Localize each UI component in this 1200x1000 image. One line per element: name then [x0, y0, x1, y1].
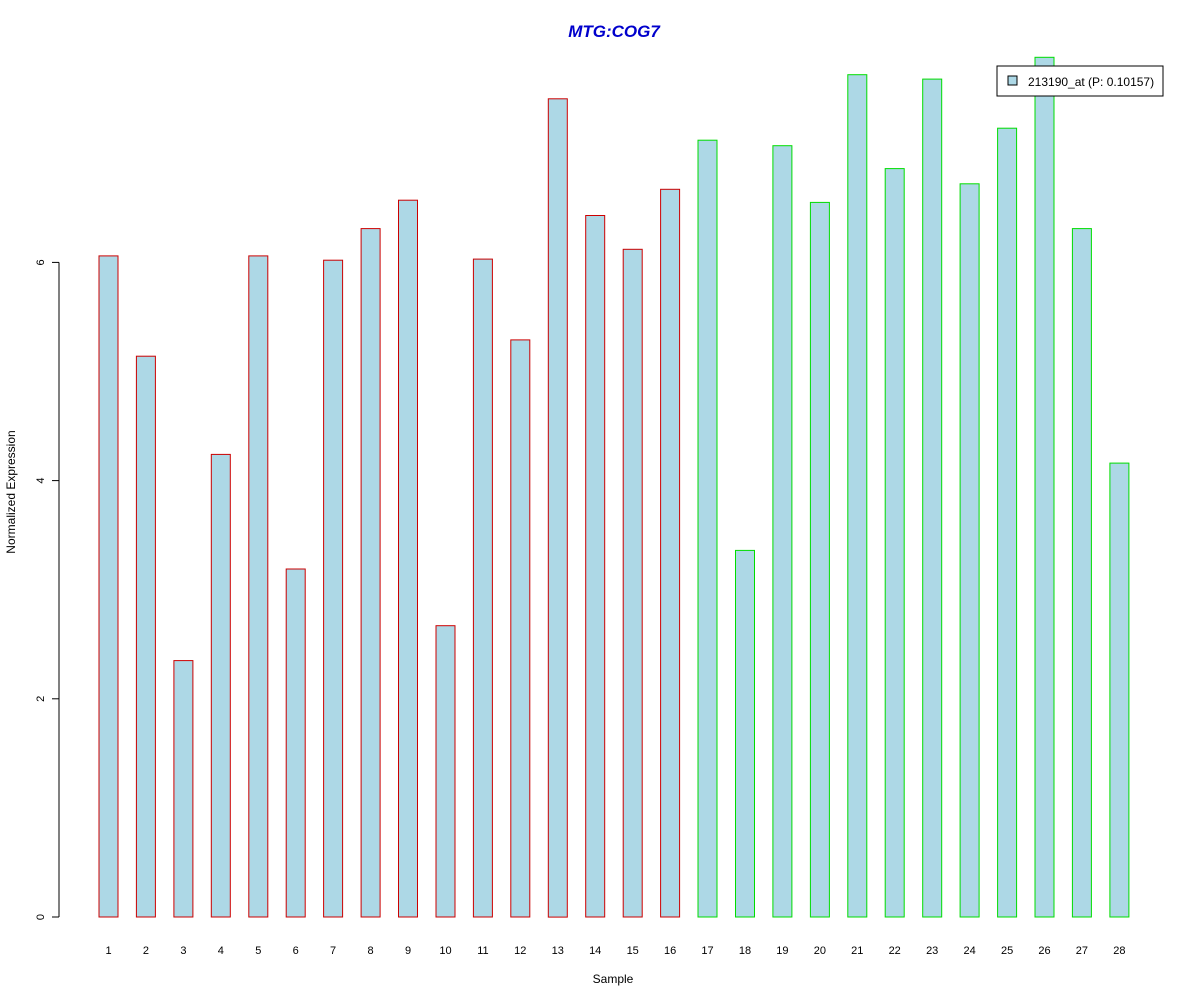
- bar-sample-1: [98, 255, 119, 918]
- bar-sample-28: [1109, 462, 1130, 918]
- y-tick-label: 6: [35, 259, 47, 265]
- x-tick-label: 21: [851, 945, 863, 957]
- x-tick-label: 12: [514, 945, 526, 957]
- bar-sample-18: [735, 549, 755, 918]
- x-tick-labels: 1 2 3 4 5 6 7 8 9 10 11 12 13 14 15 16 17 18 19 20 21 22 23 24 2…: [105, 945, 1125, 957]
- bars-group: [98, 56, 1130, 918]
- x-tick-label: 16: [664, 945, 676, 957]
- bar-sample-17: [697, 139, 718, 918]
- bar-sample-2: [135, 355, 156, 918]
- chart-title: MTG:COG7: [568, 22, 661, 41]
- y-axis-label: Normalized Expression: [4, 430, 18, 553]
- bar-sample-6: [285, 568, 306, 918]
- bar-sample-26: [1034, 56, 1055, 918]
- x-tick-label: 4: [218, 945, 224, 957]
- bar-sample-25: [997, 127, 1018, 918]
- legend-box: [996, 65, 1164, 97]
- x-tick-label: 20: [814, 945, 826, 957]
- y-tick-label: 2: [35, 696, 47, 702]
- y-tick-label: 4: [35, 478, 47, 484]
- bar-sample-8: [360, 228, 381, 918]
- x-tick-label: 18: [739, 945, 751, 957]
- x-tick-label: 22: [889, 945, 901, 957]
- bar-sample-5: [248, 255, 269, 918]
- legend-swatch: [1007, 75, 1018, 86]
- x-tick-label: 6: [293, 945, 299, 957]
- x-tick-label: 15: [627, 945, 639, 957]
- x-tick-label: 28: [1113, 945, 1125, 957]
- x-tick-label: 27: [1076, 945, 1088, 957]
- bar-sample-23: [922, 78, 943, 918]
- x-tick-label: 14: [589, 945, 601, 957]
- bar-sample-22: [884, 168, 905, 918]
- x-tick-label: 1: [105, 945, 111, 957]
- x-tick-label: 5: [255, 945, 261, 957]
- x-tick-label: 7: [330, 945, 336, 957]
- bar-sample-11: [472, 258, 493, 918]
- x-tick-label: 3: [180, 945, 186, 957]
- x-tick-label: 24: [963, 945, 975, 957]
- bar-sample-10: [435, 625, 456, 918]
- bar-sample-3: [173, 660, 194, 918]
- bar-sample-27: [1071, 228, 1092, 918]
- bar-sample-16: [660, 188, 681, 918]
- bar-sample-15: [622, 248, 643, 918]
- bar-sample-13: [547, 98, 568, 918]
- x-tick-label: 13: [552, 945, 564, 957]
- x-tick-label: 19: [776, 945, 788, 957]
- y-tick-label: 0: [35, 914, 47, 920]
- x-tick-label: 8: [368, 945, 374, 957]
- bar-sample-21: [847, 74, 868, 918]
- legend: 213190_at (P: 0.10157): [996, 65, 1164, 97]
- x-tick-label: 2: [143, 945, 149, 957]
- bar-sample-12: [510, 339, 531, 918]
- bar-sample-24: [959, 183, 980, 918]
- x-tick-label: 10: [439, 945, 451, 957]
- x-tick-label: 25: [1001, 945, 1013, 957]
- x-tick-label: 11: [477, 945, 488, 957]
- legend-label: 213190_at (P: 0.10157): [1028, 75, 1154, 89]
- bar-sample-19: [772, 145, 793, 918]
- x-tick-label: 9: [405, 945, 411, 957]
- bar-sample-7: [323, 259, 344, 918]
- bar-sample-14: [585, 215, 606, 918]
- x-tick-label: 17: [701, 945, 713, 957]
- y-axis: 0 2 4 6: [35, 259, 60, 920]
- bar-sample-9: [398, 199, 418, 918]
- bar-sample-4: [210, 453, 231, 918]
- x-tick-label: 23: [926, 945, 938, 957]
- x-tick-label: 26: [1038, 945, 1050, 957]
- x-axis-label: Sample: [593, 972, 634, 986]
- bar-sample-20: [809, 201, 830, 918]
